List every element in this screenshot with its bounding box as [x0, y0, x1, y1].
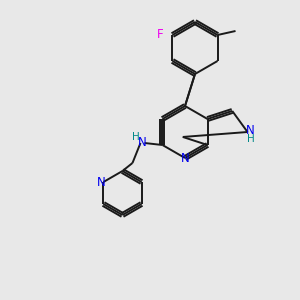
Text: H: H	[132, 132, 140, 142]
Text: N: N	[97, 176, 106, 188]
Text: F: F	[157, 28, 164, 41]
Text: N: N	[138, 136, 147, 149]
Text: N: N	[181, 152, 189, 166]
Text: H: H	[247, 134, 254, 144]
Text: N: N	[246, 124, 255, 137]
